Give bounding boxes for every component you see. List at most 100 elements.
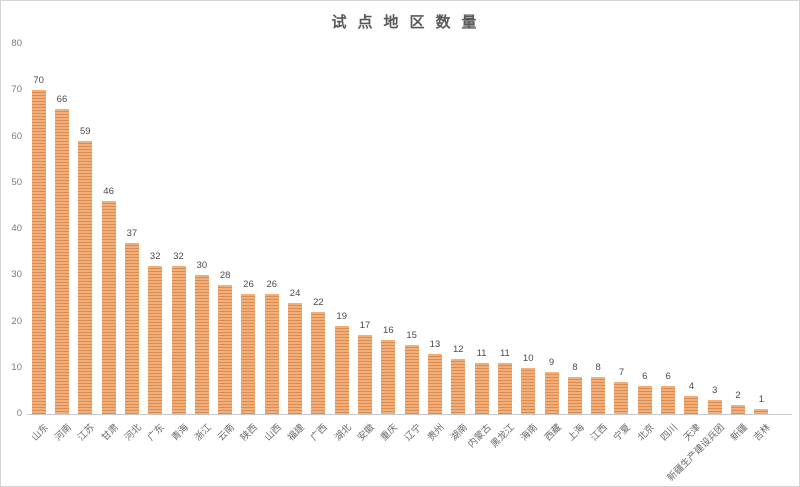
bar-slot: 28 xyxy=(214,44,237,414)
bar-slot: 15 xyxy=(400,44,423,414)
bar-slot: 9 xyxy=(540,44,563,414)
bar-黑龙江 xyxy=(497,363,512,414)
bar-value-label: 32 xyxy=(173,251,184,262)
bar-安徽 xyxy=(358,335,373,414)
bar-slot: 22 xyxy=(307,44,330,414)
bar-value-label: 15 xyxy=(406,329,417,341)
bar-slot: 24 xyxy=(283,44,306,414)
y-tick-label: 80 xyxy=(11,38,22,49)
bar-四川 xyxy=(661,386,676,414)
bar-value-label: 46 xyxy=(103,186,114,198)
bar-重庆 xyxy=(381,340,396,414)
bar-新疆生产建设兵团 xyxy=(707,400,722,414)
bar-value-label: 70 xyxy=(33,75,44,87)
bar-slot: 46 xyxy=(97,44,120,414)
bar-山西 xyxy=(264,293,279,414)
bar-江西 xyxy=(591,377,606,414)
bar-slot: 6 xyxy=(633,44,656,414)
bar-贵州 xyxy=(427,353,442,414)
bar-slot: 4 xyxy=(680,44,703,414)
bar-value-label: 17 xyxy=(359,320,371,332)
bar-湖北 xyxy=(334,326,349,414)
bar-slot: 59 xyxy=(74,44,97,414)
bar-value-label: 3 xyxy=(712,385,718,397)
bar-slot: 30 xyxy=(190,44,213,414)
bar-slot: 12 xyxy=(447,44,470,414)
bar-辽宁 xyxy=(404,344,419,414)
bar-value-label: 26 xyxy=(266,278,278,290)
bar-slot: 11 xyxy=(493,44,516,414)
bar-陕西 xyxy=(241,293,256,414)
bar-value-label: 19 xyxy=(336,311,348,323)
bar-内蒙古 xyxy=(474,363,489,414)
bar-天津 xyxy=(684,395,699,414)
bar-value-label: 59 xyxy=(79,126,91,138)
bar-slot: 17 xyxy=(353,44,376,414)
bar-浙江 xyxy=(194,275,209,414)
bar-slot: 19 xyxy=(330,44,353,414)
bar-value-label: 32 xyxy=(149,251,161,262)
bar-江苏 xyxy=(78,141,93,414)
bar-广西 xyxy=(311,312,326,414)
bar-value-label: 37 xyxy=(126,227,138,239)
bar-value-label: 4 xyxy=(688,380,695,392)
y-tick-label: 30 xyxy=(11,269,22,281)
bar-slot: 13 xyxy=(423,44,446,414)
bar-河北 xyxy=(124,242,139,414)
bar-slot: 37 xyxy=(120,44,143,414)
bar-value-label: 6 xyxy=(665,371,671,383)
y-tick-label: 60 xyxy=(11,130,22,142)
bar-slot: 32 xyxy=(144,44,167,414)
bar-value-label: 12 xyxy=(452,343,464,355)
bar-slot: 66 xyxy=(50,44,73,414)
bar-湖南 xyxy=(451,358,466,414)
y-tick-label: 0 xyxy=(16,408,22,419)
bar-北京 xyxy=(637,386,652,414)
chart-title: 试点地区数量 xyxy=(331,14,488,31)
plot-area: 70 66 59 46 37 32 32 30 28 26 26 24 22 19 17 16 15 13 12 11… xyxy=(27,44,773,414)
bar-河南 xyxy=(54,108,69,414)
y-tick-label: 10 xyxy=(11,361,22,373)
bar-新疆 xyxy=(731,404,746,414)
bar-slot: 26 xyxy=(260,44,283,414)
bar-value-label: 66 xyxy=(56,93,68,105)
bar-value-label: 16 xyxy=(383,325,394,336)
bar-海南 xyxy=(521,367,536,414)
bar-slot: 70 xyxy=(27,44,50,414)
bar-value-label: 24 xyxy=(289,288,301,299)
bar-slot: 8 xyxy=(587,44,610,414)
bar-山东 xyxy=(31,90,46,414)
bar-value-label: 6 xyxy=(642,371,648,383)
bar-value-label: 10 xyxy=(522,352,534,364)
y-tick-label: 20 xyxy=(11,315,22,327)
bar-上海 xyxy=(567,377,582,414)
bar-slot: 7 xyxy=(610,44,633,414)
bar-slot: 26 xyxy=(237,44,260,414)
bar-value-label: 11 xyxy=(499,348,510,360)
bar-value-label: 8 xyxy=(595,362,601,373)
bar-value-label: 30 xyxy=(196,260,208,272)
bar-西藏 xyxy=(544,372,559,414)
x-axis-line xyxy=(27,414,792,415)
y-tick-label: 50 xyxy=(11,176,22,188)
y-tick-label: 70 xyxy=(11,84,22,96)
bar-value-label: 26 xyxy=(243,278,254,290)
bar-value-label: 7 xyxy=(618,366,625,378)
bar-slot: 1 xyxy=(750,44,773,414)
bar-slot: 32 xyxy=(167,44,190,414)
bar-广东 xyxy=(148,266,163,414)
bar-value-label: 9 xyxy=(548,357,555,369)
bar-青海 xyxy=(171,266,186,414)
bar-value-label: 1 xyxy=(758,394,764,406)
bar-福建 xyxy=(288,303,303,414)
bar-slot: 6 xyxy=(656,44,679,414)
bar-value-label: 22 xyxy=(313,297,324,309)
bar-slot: 10 xyxy=(517,44,540,414)
bar-云南 xyxy=(218,284,233,414)
bar-value-label: 28 xyxy=(219,269,231,281)
y-tick-label: 40 xyxy=(11,223,22,234)
bar-吉林 xyxy=(754,409,769,414)
bar-slot: 8 xyxy=(563,44,586,414)
bar-宁夏 xyxy=(614,381,629,414)
